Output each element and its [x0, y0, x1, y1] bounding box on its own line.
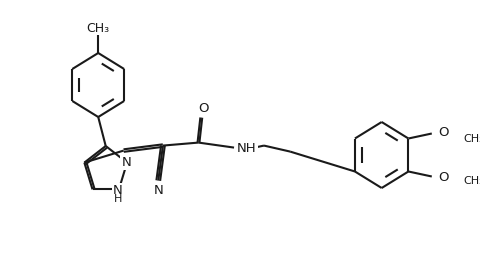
Text: NH: NH	[237, 142, 256, 155]
Text: CH₃: CH₃	[87, 22, 110, 35]
Text: N: N	[113, 184, 123, 197]
Text: CH₃: CH₃	[464, 134, 480, 144]
Text: H: H	[114, 194, 122, 204]
Text: O: O	[439, 126, 449, 139]
Text: N: N	[154, 184, 163, 197]
Text: O: O	[439, 171, 449, 184]
Text: N: N	[121, 156, 131, 169]
Text: CH₃: CH₃	[464, 177, 480, 186]
Text: O: O	[198, 102, 208, 115]
